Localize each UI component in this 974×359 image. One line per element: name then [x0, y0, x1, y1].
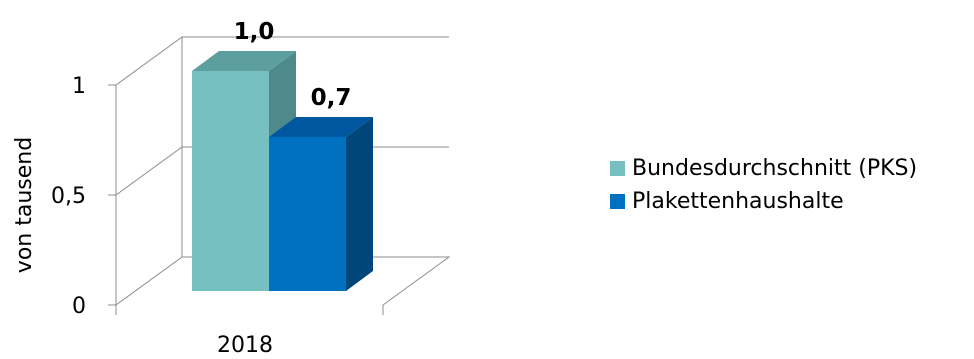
bar-top — [269, 117, 373, 137]
y-axis-label: von tausend — [12, 137, 37, 273]
bar: 0,7 — [269, 85, 373, 291]
legend: Bundesdurchschnitt (PKS) Plakettenhausha… — [610, 152, 917, 218]
y-tick-label: 0 — [72, 294, 86, 319]
data-label: 1,0 — [234, 19, 275, 45]
x-tick-label: 2018 — [217, 333, 273, 358]
legend-item-plakettenhaushalte: Plakettenhaushalte — [610, 185, 917, 218]
data-label: 0,7 — [311, 85, 352, 111]
gridline — [115, 36, 449, 86]
bars: 1,0 0,7 — [192, 19, 373, 291]
bar-top — [192, 51, 296, 71]
y-tick-label: 1 — [72, 74, 86, 99]
y-ticks: 00,51 — [51, 74, 116, 319]
legend-item-bundesdurchschnitt: Bundesdurchschnitt (PKS) — [610, 152, 917, 185]
bar-side — [346, 117, 373, 291]
bar-front — [192, 71, 269, 291]
bar-front — [269, 137, 346, 291]
legend-swatch — [610, 161, 625, 176]
legend-label: Bundesdurchschnitt (PKS) — [632, 156, 918, 181]
legend-swatch — [610, 194, 625, 209]
legend-label: Plakettenhaushalte — [632, 189, 844, 214]
y-tick-label: 0,5 — [51, 184, 86, 209]
